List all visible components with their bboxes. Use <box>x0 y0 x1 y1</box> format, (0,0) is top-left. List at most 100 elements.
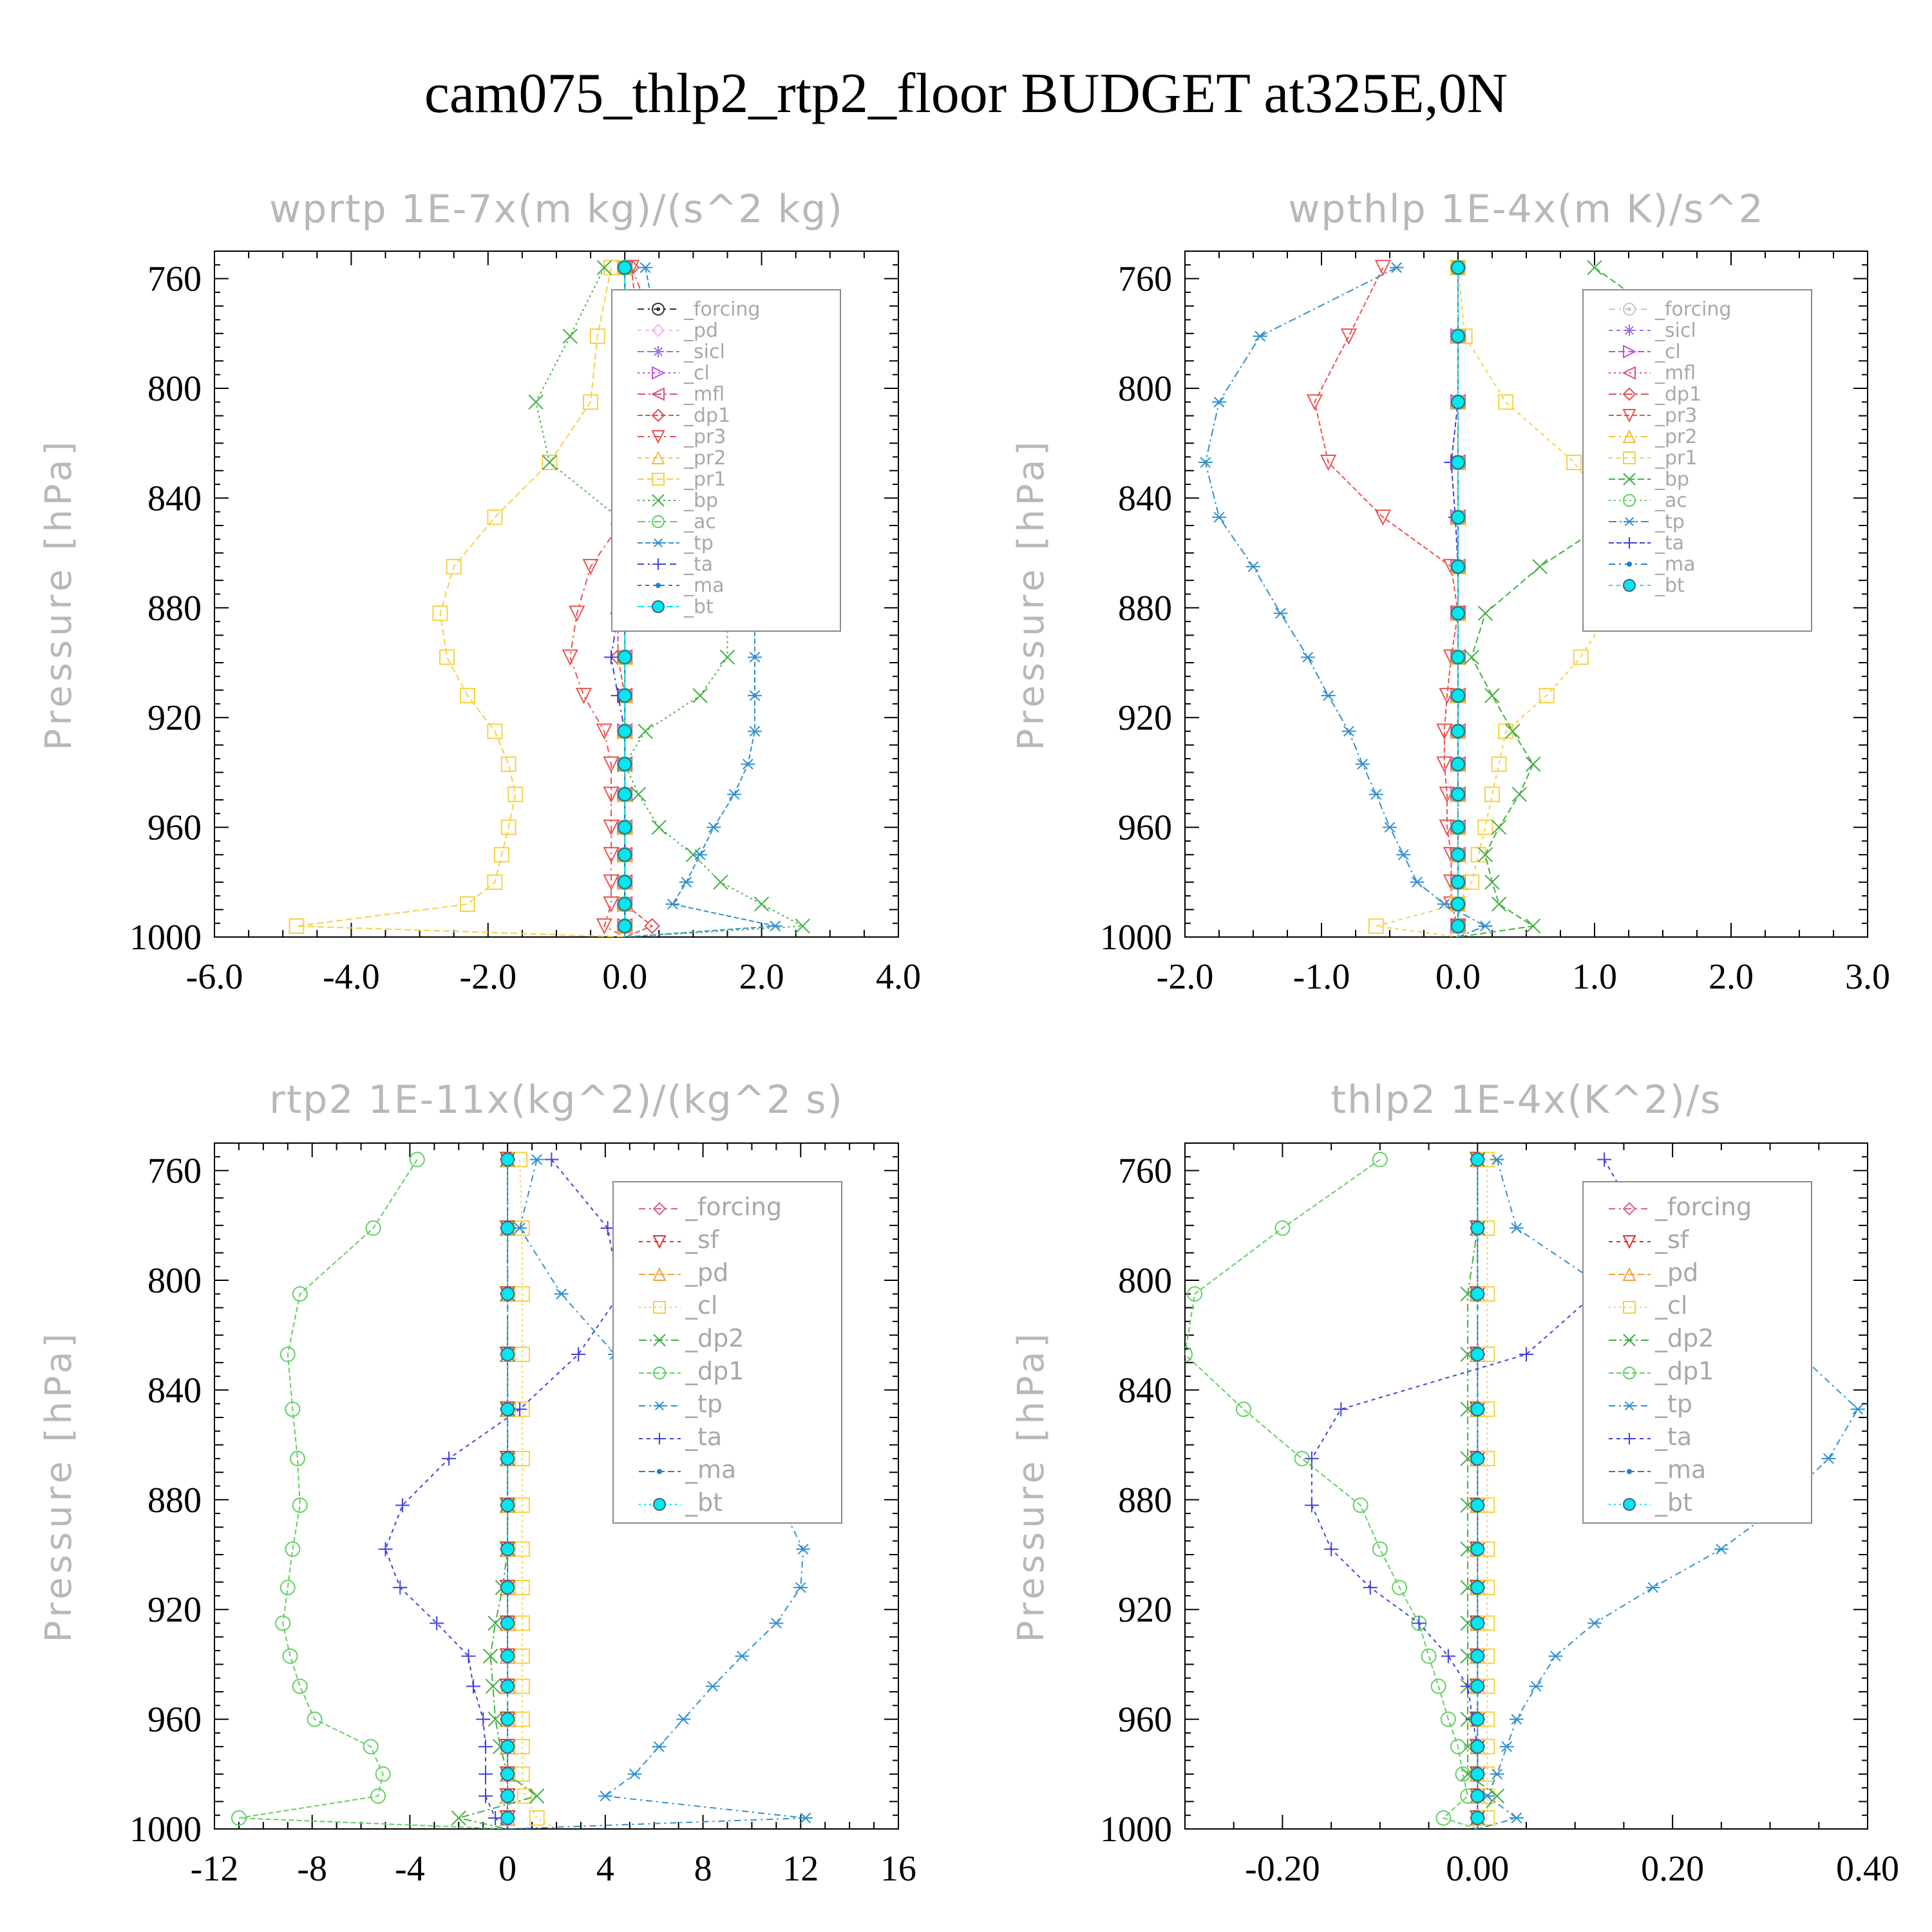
data-point <box>1306 394 1323 411</box>
legend-label: _tp <box>1654 1390 1692 1418</box>
legend-label: _dp1 <box>1654 383 1701 406</box>
data-point <box>292 1678 308 1694</box>
data-point <box>1451 559 1465 574</box>
data-point <box>1470 1712 1485 1727</box>
data-point <box>1587 1618 1602 1629</box>
data-point <box>1478 920 1493 932</box>
legend: _forcing_pd_sicl_cl_mfl_dp1_pr3_pr2_pr1_… <box>611 289 841 632</box>
data-point <box>1498 394 1514 410</box>
x-tick-label: 2.0 <box>1709 957 1754 997</box>
data-point <box>487 874 503 890</box>
data-point <box>627 1768 642 1780</box>
data-point <box>395 1498 410 1513</box>
legend-entry: _cl <box>638 362 710 384</box>
legend-entry: _dp1 <box>1609 1357 1714 1385</box>
legend-label: _cl <box>683 362 710 384</box>
data-point <box>500 1649 515 1663</box>
legend-marker <box>1624 1433 1635 1444</box>
legend-entry: _sf <box>1609 1226 1690 1254</box>
data-point <box>430 1616 444 1631</box>
series-line <box>1467 1159 1499 1829</box>
data-point <box>1300 652 1315 663</box>
legend-label: _tp <box>683 532 714 554</box>
data-point <box>618 650 632 665</box>
data-point <box>1451 724 1465 739</box>
data-point <box>1464 649 1479 665</box>
legend-marker <box>1623 473 1636 486</box>
legend-marker <box>652 473 665 486</box>
data-point <box>500 1451 515 1466</box>
data-point <box>1441 1649 1455 1663</box>
legend-label: _bt <box>683 596 714 618</box>
data-point <box>562 649 578 666</box>
data-point <box>500 1712 515 1727</box>
legend-marker <box>651 430 665 444</box>
data-point <box>500 819 516 835</box>
data-point <box>275 1615 291 1631</box>
data-point <box>1430 1678 1446 1694</box>
legend-label: _pd <box>685 1258 728 1287</box>
data-point <box>618 896 632 911</box>
legend-label: _bp <box>683 489 718 512</box>
legend-marker <box>1623 1498 1636 1511</box>
legend-entry: _ac <box>1609 489 1687 512</box>
data-point <box>500 1347 515 1362</box>
data-point <box>432 605 448 621</box>
data-point <box>652 1741 667 1752</box>
legend-label: _forcing <box>685 1193 782 1221</box>
y-tick-label: 920 <box>1118 1590 1172 1630</box>
legend-label: _ma <box>683 574 724 597</box>
data-point <box>1714 1544 1728 1555</box>
x-tick-label: -1.0 <box>1293 957 1350 997</box>
data-point <box>713 875 728 890</box>
data-point <box>500 1766 515 1781</box>
data-point <box>1573 649 1589 665</box>
legend-entry: _sicl <box>638 341 725 363</box>
y-tick-label: 920 <box>1118 698 1172 738</box>
data-point <box>793 1582 808 1593</box>
data-point <box>582 558 599 576</box>
series-line <box>535 267 805 937</box>
data-point <box>1451 510 1465 525</box>
data-point <box>638 262 653 273</box>
legend-entry: _ta <box>638 553 713 576</box>
legend-marker <box>654 1401 665 1411</box>
y-axis-label: Pressure [hPa] <box>38 1330 80 1643</box>
y-tick-label: 960 <box>147 808 202 848</box>
data-point <box>500 1739 515 1754</box>
data-point <box>466 1679 481 1694</box>
data-point <box>571 1347 586 1362</box>
data-point <box>231 1810 247 1826</box>
series-ta <box>378 1152 627 1829</box>
data-point <box>500 1679 515 1694</box>
y-tick-label: 840 <box>1118 1370 1172 1410</box>
data-point <box>1484 786 1500 802</box>
legend-marker <box>651 450 665 464</box>
data-point <box>1470 1649 1485 1663</box>
data-point <box>1491 819 1507 835</box>
legend-entry: _ta <box>1609 532 1684 554</box>
data-point <box>1436 723 1453 740</box>
legend-entry: _forcing <box>1609 1193 1752 1221</box>
data-point <box>500 1788 515 1803</box>
legend-marker <box>1624 1401 1635 1411</box>
legend-marker <box>652 558 664 570</box>
data-point <box>1470 1287 1485 1302</box>
x-tick-label: -2.0 <box>459 957 516 997</box>
data-point <box>1341 726 1356 737</box>
legend-entry: _ma <box>1609 1455 1706 1484</box>
legend-box <box>611 289 841 632</box>
series-bt <box>500 1152 515 1829</box>
data-point <box>514 1450 530 1466</box>
legend-entry: _forcing <box>1609 298 1731 321</box>
data-point <box>753 896 770 912</box>
legend: _forcing _sf _pd _cl _dp2 _dp1 _tp _ta _ma _bt <box>1582 1181 1812 1524</box>
legend-label: _ta <box>1654 532 1684 554</box>
data-point <box>1477 605 1493 621</box>
legend-marker <box>652 366 666 380</box>
legend-marker <box>653 1301 666 1314</box>
legend-label: _pr3 <box>1654 404 1697 427</box>
legend-marker <box>1623 345 1637 359</box>
data-point <box>1451 757 1465 772</box>
legend-marker <box>1622 366 1636 380</box>
